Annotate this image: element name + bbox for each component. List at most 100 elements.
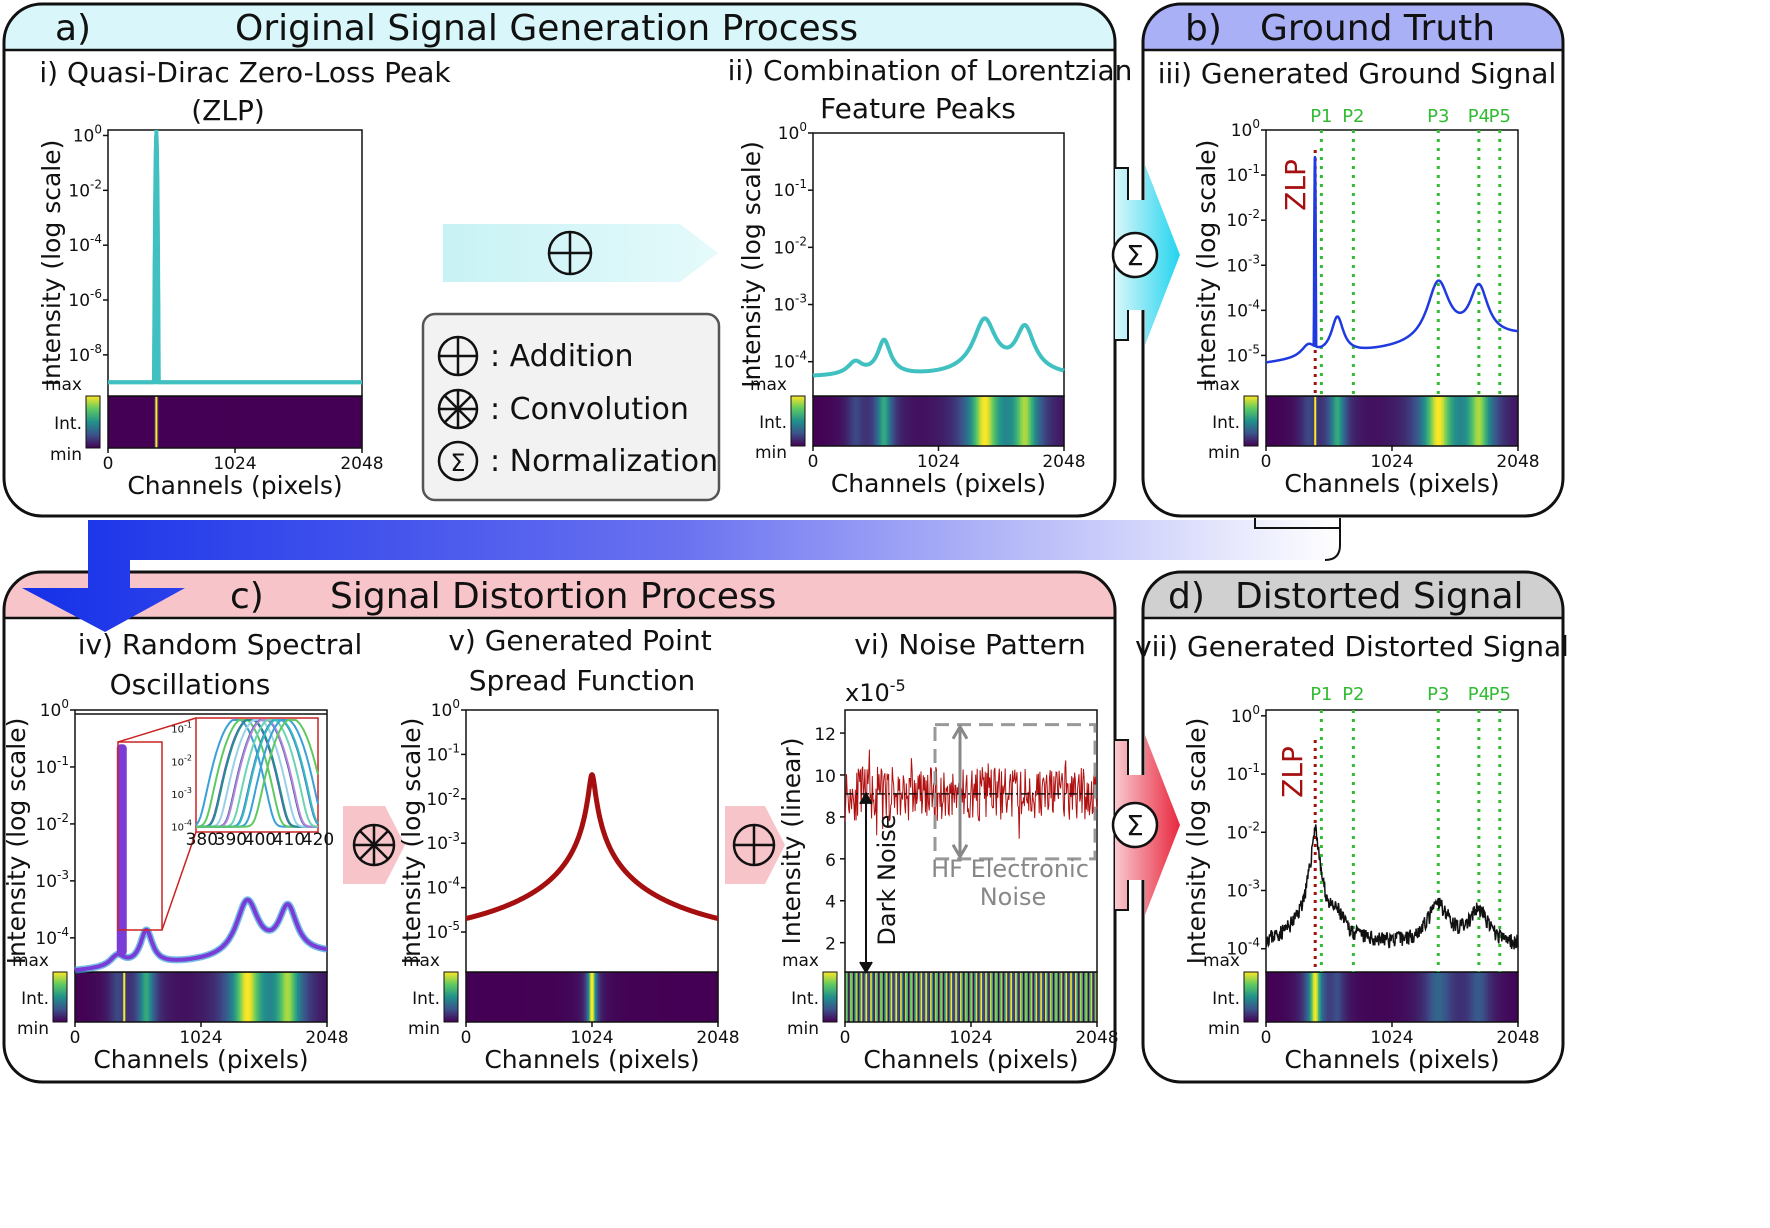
colorbar-cell	[1013, 396, 1016, 446]
colorbar-cell	[1409, 972, 1412, 1022]
colorbar-cell	[947, 972, 950, 1022]
colorbar-cell	[301, 972, 304, 1022]
colorbar-cell	[1351, 972, 1354, 1022]
colorbar-cell	[852, 396, 855, 446]
colorbar-cell	[1272, 396, 1275, 446]
colorbar-cell	[897, 396, 900, 446]
y-tick-label: 10-2	[773, 234, 807, 258]
colorbar-cell	[119, 972, 122, 1022]
colorbar-cell	[1034, 972, 1037, 1022]
colorbar-cell	[874, 396, 877, 446]
normalization-arrow-bottom: Σ	[1111, 735, 1180, 915]
y-axis-label: Intensity (log scale)	[737, 141, 766, 388]
colorbar-cell	[601, 972, 604, 1022]
colorbar-cell	[1478, 972, 1481, 1022]
colorbar-cell	[1060, 972, 1063, 1022]
colorbar-cell	[111, 972, 114, 1022]
colorbar-cell	[131, 972, 134, 1022]
colorbar-cell	[1037, 396, 1040, 446]
colorbar-cell	[1079, 972, 1082, 1022]
colorbar-cell	[168, 396, 171, 448]
colorbar-cell	[912, 972, 915, 1022]
colorbar	[790, 395, 806, 447]
colorbar-cell	[1286, 972, 1289, 1022]
colorbar-cell	[306, 396, 309, 448]
colorbar-cell	[153, 972, 156, 1022]
colorbar-cell	[1506, 972, 1510, 1022]
colorbar-cell	[980, 396, 984, 446]
colorbar-cell	[614, 972, 617, 1022]
colorbar-cell	[138, 972, 141, 1022]
colorbar-cell	[200, 396, 203, 448]
zlp-label: ZLP	[1279, 159, 1312, 211]
colorbar-cell	[566, 972, 569, 1022]
colorbar-cell	[174, 396, 177, 448]
y-axis-label: Intensity (log scale)	[2, 718, 31, 965]
colorbar-cell	[271, 396, 274, 448]
colorbar-cell	[1089, 972, 1092, 1022]
colorbar-cell	[517, 972, 521, 1022]
colorbar-cell	[1294, 396, 1297, 446]
colorbar-cell	[1340, 396, 1343, 446]
colorbar-cell	[260, 972, 264, 1022]
colorbar-cell	[304, 972, 308, 1022]
colorbar-cell	[959, 972, 963, 1022]
y-tick-label: 10-3	[35, 868, 69, 892]
colorbar-cell	[1043, 972, 1046, 1022]
colorbar-cell	[225, 396, 228, 448]
colorbar-cell	[956, 972, 959, 1022]
x-tick-label: 0	[840, 1028, 851, 1048]
colorbar-cell	[1038, 396, 1042, 446]
colorbar-cell	[955, 972, 958, 1022]
colorbar-cell	[643, 972, 647, 1022]
colorbar-cell	[1358, 396, 1362, 446]
colorbar-cell	[1497, 396, 1500, 446]
colorbar-cell	[714, 972, 718, 1022]
colorbar-cell	[1324, 972, 1327, 1022]
colorbar-cell	[208, 396, 211, 448]
colorbar-cell	[1355, 972, 1358, 1022]
inset-x-tick: 400	[244, 830, 276, 850]
colorbar-cell	[219, 396, 222, 448]
x-axis-label: Channels (pixels)	[831, 469, 1046, 498]
ground-truth-curve	[1264, 155, 1520, 364]
colorbar-cell	[1272, 972, 1275, 1022]
y-tick-label: 10-6	[68, 287, 102, 311]
colorbar-cell	[604, 972, 607, 1022]
colorbar-cell	[1311, 396, 1314, 446]
colorbar-cell	[609, 972, 612, 1022]
colorbar-cell	[634, 972, 637, 1022]
colorbar-cell	[953, 972, 956, 1022]
colorbar-cell	[82, 972, 86, 1022]
colorbar-cell	[215, 972, 218, 1022]
colorbar-cell	[813, 396, 816, 446]
convolution-arrow	[343, 806, 405, 884]
colorbar-cell	[166, 396, 169, 448]
colorbar-cell	[969, 396, 973, 446]
colorbar-cell	[1480, 972, 1483, 1022]
colorbar-cell	[1329, 972, 1332, 1022]
colorbar-cell	[133, 396, 136, 448]
colorbar-cell	[563, 972, 566, 1022]
inset-y-tick: 10-1	[171, 721, 192, 736]
colorbar-cell	[1429, 972, 1432, 1022]
colorbar-cell	[1426, 396, 1429, 446]
colorbar-cell	[489, 972, 492, 1022]
colorbar-cell	[686, 972, 689, 1022]
colorbar-cell	[1420, 972, 1423, 1022]
colorbar-cell	[825, 396, 828, 446]
colorbar-cell	[1443, 972, 1447, 1022]
colorbar-cell	[942, 972, 945, 1022]
colorbar-cell	[1414, 972, 1417, 1022]
colorbar-cell	[1352, 972, 1355, 1022]
colorbar-cell	[1314, 972, 1317, 1022]
colorbar-cell	[860, 396, 863, 446]
colorbar-cell	[188, 972, 191, 1022]
colorbar-cell	[150, 396, 154, 448]
y-tick-label: 10-3	[1226, 252, 1260, 276]
colorbar-cell	[155, 972, 158, 1022]
colorbar-cell	[295, 396, 298, 448]
colorbar-cell	[1357, 972, 1360, 1022]
colorbar-cell	[919, 396, 922, 446]
